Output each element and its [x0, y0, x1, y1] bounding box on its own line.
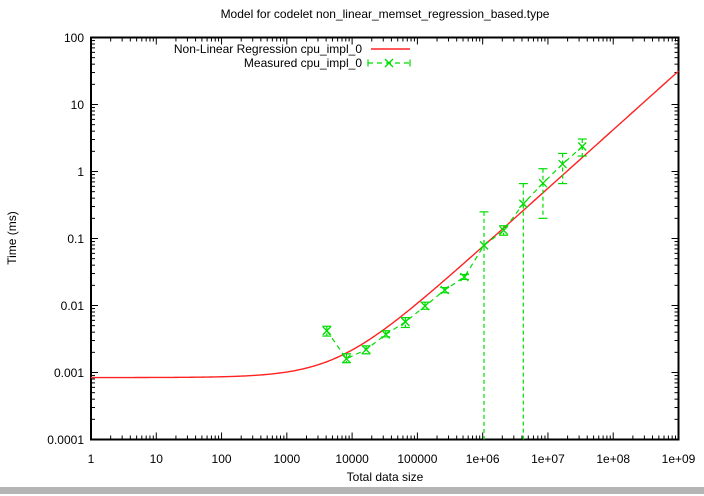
- y-tick-label: 100: [63, 30, 84, 45]
- y-tick-label: 1: [77, 164, 84, 179]
- data-point-marker: [538, 178, 548, 188]
- y-tick-label: 10: [70, 97, 84, 112]
- y-tick-label: 0.1: [67, 231, 84, 246]
- data-point-marker: [420, 301, 430, 311]
- legend-label-1: Measured cpu_impl_0: [243, 56, 362, 70]
- data-point-marker: [381, 329, 391, 339]
- x-tick-label: 10000: [335, 452, 369, 466]
- plot-border: [90, 36, 680, 441]
- x-tick-label: 1: [87, 452, 95, 466]
- data-point-marker: [322, 326, 332, 336]
- x-tick-label: 1e+07: [531, 452, 565, 466]
- y-tick-label: 0.01: [60, 298, 84, 313]
- y-tick-label: 0.0001: [47, 432, 84, 447]
- measured-series-line: [326, 146, 583, 360]
- legend-label-0: Non-Linear Regression cpu_impl_0: [173, 42, 362, 56]
- x-tick-label: 1e+06: [465, 452, 500, 466]
- y-tick-label: 0.001: [53, 365, 84, 380]
- x-tick-label: 1e+09: [661, 452, 696, 466]
- x-tick-label: 100000: [397, 452, 438, 466]
- chart-title: Model for codelet non_linear_memset_regr…: [220, 7, 550, 21]
- x-tick-label: 10: [149, 452, 163, 466]
- data-point-marker: [361, 345, 371, 355]
- data-point-marker: [400, 317, 410, 327]
- data-point-marker: [459, 272, 469, 282]
- data-point-marker: [341, 354, 351, 364]
- regression-line: [91, 70, 679, 379]
- data-point-marker: [558, 159, 568, 169]
- data-point-marker: [440, 285, 450, 295]
- x-tick-label: 1e+08: [596, 452, 631, 466]
- data-point-marker: [479, 240, 489, 250]
- legend-sample-measured-marker: [384, 58, 394, 68]
- x-tick-label: 1000: [273, 452, 301, 466]
- x-axis-label: Total data size: [346, 470, 424, 484]
- data-point-marker: [518, 199, 528, 209]
- data-point-marker: [499, 225, 509, 235]
- window-bottom-bar: [0, 487, 704, 494]
- data-point-marker: [577, 142, 587, 151]
- x-tick-label: 100: [211, 452, 232, 466]
